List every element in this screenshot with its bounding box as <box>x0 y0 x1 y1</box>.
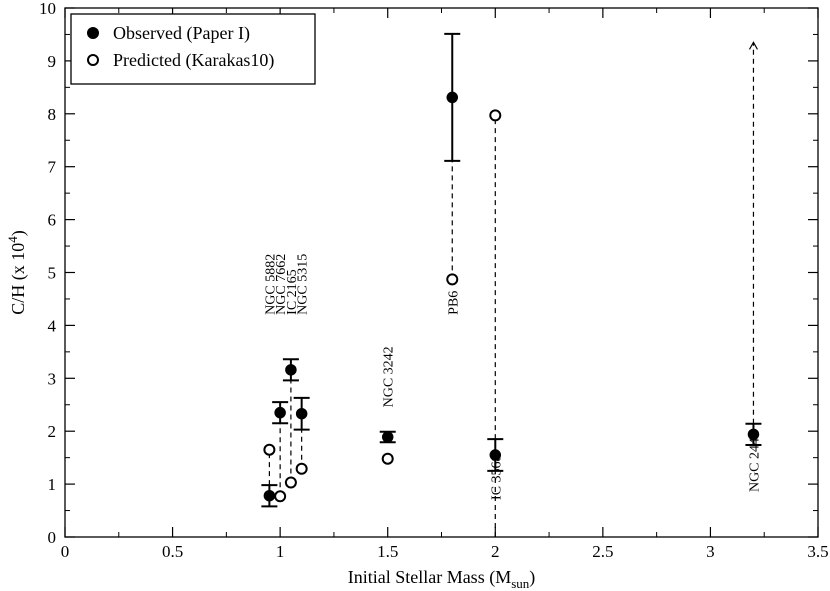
predicted-point <box>284 476 297 489</box>
x-tick-label: 1.5 <box>377 542 398 561</box>
legend: Observed (Paper I) Predicted (Karakas10) <box>70 13 316 85</box>
y-tick-label: 2 <box>48 422 57 441</box>
legend-label-predicted: Predicted (Karakas10) <box>113 50 274 71</box>
plot-frame <box>64 7 819 538</box>
object-label: IC 2165 <box>285 269 300 315</box>
y-axis-title: C/H (x 104) <box>5 230 29 315</box>
y-tick-label: 10 <box>39 0 56 18</box>
x-tick-label: 0 <box>61 542 70 561</box>
x-tick-label: 3.5 <box>807 542 828 561</box>
object-label: NGC 5315 <box>296 254 311 315</box>
predicted-point <box>295 462 308 475</box>
legend-marker-predicted <box>87 54 99 66</box>
x-tick-label: 0.5 <box>162 542 183 561</box>
predicted-point <box>274 490 287 503</box>
x-tick-label: 2.5 <box>592 542 613 561</box>
object-label: NGC 3242 <box>382 346 397 407</box>
x-tick-label: 2 <box>491 542 500 561</box>
legend-box <box>70 13 316 85</box>
observed-point <box>274 406 286 419</box>
x-tick-label: 1 <box>276 542 285 561</box>
legend-label-observed: Observed (Paper I) <box>113 23 250 44</box>
y-tick-label: 1 <box>48 475 57 494</box>
x-tick-label: 3 <box>706 542 715 561</box>
y-tick-label: 4 <box>48 316 57 335</box>
observed-point <box>446 91 459 104</box>
data-points <box>263 91 760 503</box>
y-tick-label: 3 <box>48 369 57 388</box>
x-axis-title: Initial Stellar Mass (Msun) <box>348 567 536 591</box>
axes <box>64 7 819 538</box>
observed-point <box>263 489 276 502</box>
observed-point <box>489 449 502 461</box>
upper-limit-arrow-group <box>748 41 758 424</box>
tick-labels: 0 0.5 1 1.5 2 2.5 3 3.5 0 1 2 3 4 5 6 7 8 9 10 <box>39 0 829 561</box>
object-label: NGC 7662 <box>274 254 289 315</box>
predicted-point <box>263 443 276 456</box>
legend-marker-observed <box>87 27 99 39</box>
y-tick-label: 9 <box>48 52 57 71</box>
y-tick-label: 8 <box>48 105 57 124</box>
object-label: IC 3568 <box>489 454 504 500</box>
y-tick-label: 0 <box>48 528 57 547</box>
upper-limit-arrow-head <box>748 41 758 50</box>
y-tick-label: 6 <box>48 211 57 230</box>
predicted-point <box>446 273 459 286</box>
object-label: PB6 <box>446 291 461 315</box>
observed-point <box>381 431 394 443</box>
y-tick-label: 7 <box>48 158 57 177</box>
error-bars <box>261 32 762 508</box>
y-tick-label: 5 <box>48 264 57 283</box>
observed-point <box>295 407 308 420</box>
object-label: NGC 2440 <box>747 431 762 492</box>
observed-point <box>747 428 760 441</box>
predicted-point <box>381 452 394 465</box>
object-label: NGC 5882 <box>263 254 278 315</box>
predicted-point <box>489 109 502 122</box>
observed-point <box>285 364 297 376</box>
